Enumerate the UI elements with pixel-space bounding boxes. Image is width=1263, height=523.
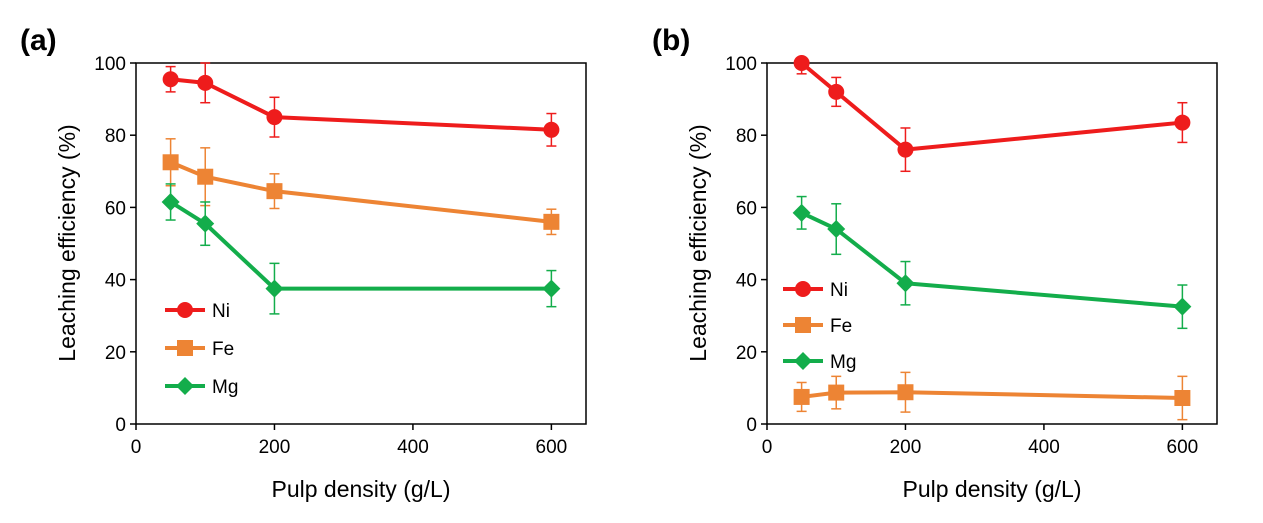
y-tick-label: 40 xyxy=(736,271,757,292)
legend-item-fe: Fe xyxy=(165,339,234,360)
legend-label: Ni xyxy=(830,280,848,301)
data-point xyxy=(1173,297,1192,316)
series-layer xyxy=(792,55,1192,421)
data-point xyxy=(793,388,810,405)
panel-label: (a) xyxy=(20,24,57,57)
panel-label: (b) xyxy=(652,24,690,57)
x-tick-label: 400 xyxy=(1028,437,1060,458)
legend-label: Mg xyxy=(830,352,856,373)
y-tick-label: 80 xyxy=(105,126,126,147)
data-point xyxy=(542,279,561,298)
legend-label: Ni xyxy=(212,301,230,322)
series-ni xyxy=(162,62,560,147)
legend-marker xyxy=(795,281,811,297)
x-tick-label: 600 xyxy=(536,437,568,458)
legend-item-mg: Mg xyxy=(165,377,238,398)
ticks: 0 20 40 60 80 100 0 200 400 600 xyxy=(94,54,567,458)
data-point xyxy=(828,83,845,100)
data-point xyxy=(162,71,179,88)
series-mg xyxy=(792,195,1192,330)
y-tick-label: 100 xyxy=(725,54,757,75)
legend-item-mg: Mg xyxy=(783,352,856,373)
data-point xyxy=(161,192,180,211)
y-tick-label: 20 xyxy=(105,343,126,364)
data-point xyxy=(792,203,811,222)
legend-item-ni: Ni xyxy=(783,280,848,301)
data-point xyxy=(1174,390,1191,407)
data-point xyxy=(197,168,214,185)
panel-a: (a) 0 20 40 60 80 100 0 200 400 600 Ni Fe Mg Pulp d… xyxy=(20,24,587,502)
legend-label: Fe xyxy=(212,339,234,360)
legend: Ni Fe Mg xyxy=(165,301,238,398)
data-point xyxy=(543,213,560,230)
data-point xyxy=(828,384,845,401)
series-line xyxy=(800,211,1183,309)
series-fe xyxy=(793,371,1191,421)
data-point xyxy=(266,109,283,126)
series-line xyxy=(169,160,552,224)
data-point xyxy=(196,214,215,233)
x-tick-label: 600 xyxy=(1167,437,1199,458)
series-ni xyxy=(793,55,1191,173)
y-tick-label: 20 xyxy=(736,343,757,364)
legend-item-ni: Ni xyxy=(165,301,230,322)
legend-marker xyxy=(177,340,193,356)
ticks: 0 20 40 60 80 100 0 200 400 600 xyxy=(725,54,1198,458)
series-line xyxy=(169,200,552,291)
plot-area-frame xyxy=(766,62,1218,425)
legend-label: Mg xyxy=(212,377,238,398)
y-tick-label: 80 xyxy=(736,126,757,147)
y-tick-label: 60 xyxy=(105,198,126,219)
legend-marker xyxy=(794,352,812,370)
x-tick-label: 200 xyxy=(259,437,291,458)
y-axis-label: Leaching efficiency (%) xyxy=(54,124,80,361)
y-axis-label: Leaching efficiency (%) xyxy=(685,124,711,361)
x-axis-label: Pulp density (g/L) xyxy=(272,476,451,502)
data-point xyxy=(1174,114,1191,131)
data-point xyxy=(896,274,915,293)
series-line xyxy=(801,390,1183,401)
legend-marker xyxy=(177,302,193,318)
series-fe xyxy=(162,138,560,236)
legend-item-fe: Fe xyxy=(783,316,852,337)
data-point xyxy=(897,141,914,158)
y-tick-label: 40 xyxy=(105,271,126,292)
legend: Ni Fe Mg xyxy=(783,280,856,373)
plot-area-frame xyxy=(135,62,587,425)
series-layer xyxy=(161,62,561,315)
data-point xyxy=(265,279,284,298)
legend-label: Fe xyxy=(830,316,852,337)
legend-marker xyxy=(795,317,811,333)
data-point xyxy=(793,55,810,71)
data-point xyxy=(827,220,846,239)
y-tick-label: 0 xyxy=(115,415,126,436)
data-point xyxy=(197,74,214,91)
y-tick-label: 100 xyxy=(94,54,126,75)
data-point xyxy=(162,154,179,171)
x-tick-label: 400 xyxy=(397,437,429,458)
x-tick-label: 0 xyxy=(762,437,773,458)
x-axis-label: Pulp density (g/L) xyxy=(903,476,1082,502)
data-point xyxy=(897,384,914,401)
data-point xyxy=(543,121,560,138)
series-line xyxy=(170,77,552,132)
series-line xyxy=(800,61,1183,152)
data-point xyxy=(266,183,283,200)
y-tick-label: 60 xyxy=(736,198,757,219)
x-tick-label: 200 xyxy=(890,437,922,458)
panel-b: (b) 0 20 40 60 80 100 0 200 400 600 Ni Fe Mg Pulp d… xyxy=(652,24,1218,502)
series-mg xyxy=(161,183,561,315)
legend-marker xyxy=(176,377,194,395)
y-tick-label: 0 xyxy=(746,415,757,436)
x-tick-label: 0 xyxy=(131,437,142,458)
